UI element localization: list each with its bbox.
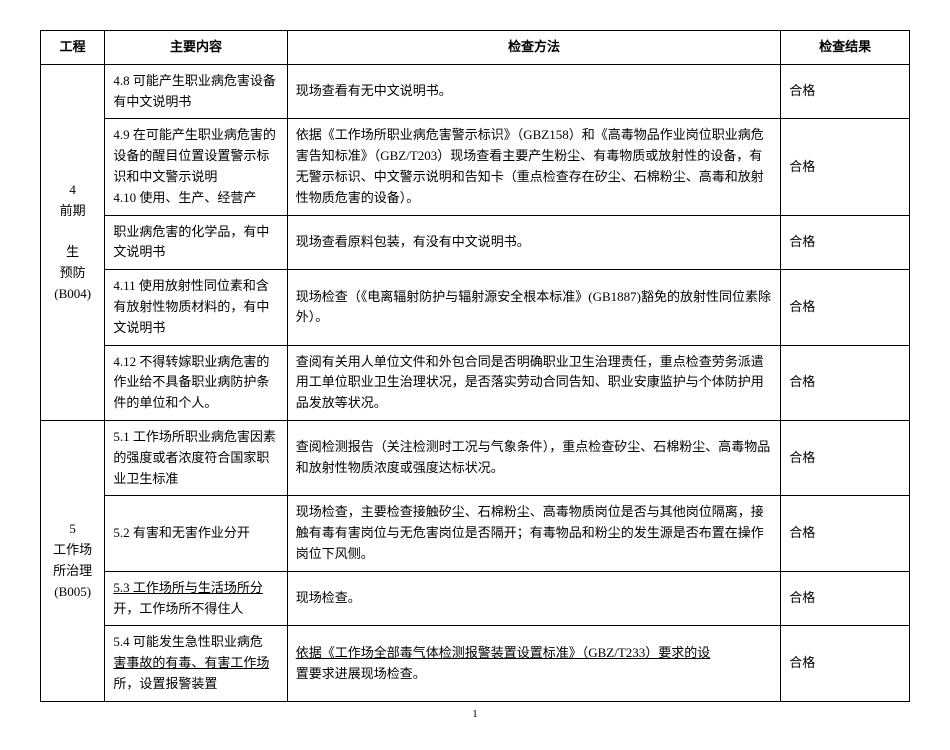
section-label-text: 预防 bbox=[60, 265, 86, 280]
method-cell: 依据《工作场全部毒气体检测报警装置设置标准》（GBZ/T233）要求的设 置要求… bbox=[287, 626, 781, 701]
result-cell: 合格 bbox=[781, 345, 910, 420]
content-text: 所，设置报警装置 bbox=[113, 676, 217, 691]
content-text: 开，工作场所不得住人 bbox=[113, 601, 243, 616]
method-cell: 查阅有关用人单位文件和外包合同是否明确职业卫生治理责任，重点检查劳务派遣用工单位… bbox=[287, 345, 781, 420]
table-row: 5.4 可能发生急性职业病危 害事故的有毒、有害工作场 所，设置报警装置 依据《… bbox=[41, 626, 910, 701]
table-row: 4.11 使用放射性同位素和含有放射性物质材料的，有中文说明书 现场检查（《电离… bbox=[41, 270, 910, 345]
result-cell: 合格 bbox=[781, 215, 910, 270]
result-cell: 合格 bbox=[781, 626, 910, 701]
method-cell: 依据《工作场所职业病危害警示标识》（GBZ158）和《高毒物品作业岗位职业病危害… bbox=[287, 119, 781, 215]
method-cell: 现场检查，主要检查接触矽尘、石棉粉尘、高毒物质岗位是否与其他岗位隔离，接触有毒有… bbox=[287, 496, 781, 571]
result-cell: 合格 bbox=[781, 270, 910, 345]
section-label-text: 所治理 bbox=[53, 563, 92, 578]
table-row: 职业病危害的化学品，有中文说明书 现场查看原料包装，有没有中文说明书。 合格 bbox=[41, 215, 910, 270]
table-row: 4.12 不得转嫁职业病危害的作业给不具备职业病防护条件的单位和个人。 查阅有关… bbox=[41, 345, 910, 420]
method-cell: 现场查看原料包装，有没有中文说明书。 bbox=[287, 215, 781, 270]
content-cell: 5.4 可能发生急性职业病危 害事故的有毒、有害工作场 所，设置报警装置 bbox=[105, 626, 287, 701]
content-cell: 4.11 使用放射性同位素和含有放射性物质材料的，有中文说明书 bbox=[105, 270, 287, 345]
content-cell: 5.1 工作场所职业病危害因素的强度或者浓度符合国家职业卫生标准 bbox=[105, 420, 287, 495]
content-text: 害事故的有毒、有害工作场 bbox=[113, 655, 269, 670]
method-cell: 现场检查。 bbox=[287, 571, 781, 626]
result-cell: 合格 bbox=[781, 571, 910, 626]
result-cell: 合格 bbox=[781, 420, 910, 495]
method-text: 置要求进展现场检查。 bbox=[296, 666, 426, 681]
table-row: 4 前期 生 预防 (B004) 4.8 可能产生职业病危害设备有中文说明书 现… bbox=[41, 64, 910, 119]
content-text: 5.4 可能发生急性职业病危 bbox=[113, 634, 263, 649]
table-row: 5.2 有害和无害作业分开 现场检查，主要检查接触矽尘、石棉粉尘、高毒物质岗位是… bbox=[41, 496, 910, 571]
table-row: 5.3 工作场所与生活场所分 开，工作场所不得住人 现场检查。 合格 bbox=[41, 571, 910, 626]
header-result: 检查结果 bbox=[781, 31, 910, 65]
section-label-text: 5 bbox=[69, 521, 76, 536]
content-cell: 4.9 在可能产生职业病危害的设备的醒目位置设置警示标识和中文警示说明 4.10… bbox=[105, 119, 287, 215]
method-cell: 查阅检测报告（关注检测时工况与气象条件），重点检查矽尘、石棉粉尘、高毒物品和放射… bbox=[287, 420, 781, 495]
result-cell: 合格 bbox=[781, 119, 910, 215]
content-cell: 4.8 可能产生职业病危害设备有中文说明书 bbox=[105, 64, 287, 119]
section-label-text: 4 bbox=[69, 182, 76, 197]
section-label-text: 生 bbox=[66, 244, 79, 259]
section-label-b004: 4 前期 生 预防 (B004) bbox=[41, 64, 105, 420]
table-row: 4.9 在可能产生职业病危害的设备的醒目位置设置警示标识和中文警示说明 4.10… bbox=[41, 119, 910, 215]
section-label-text: 前期 bbox=[60, 203, 86, 218]
page-number: 1 bbox=[40, 708, 910, 720]
table-row: 5 工作场 所治理 (B005) 5.1 工作场所职业病危害因素的强度或者浓度符… bbox=[41, 420, 910, 495]
inspection-table: 工程 主要内容 检查方法 检查结果 4 前期 生 预防 (B004) 4.8 可… bbox=[40, 30, 910, 702]
content-cell: 4.12 不得转嫁职业病危害的作业给不具备职业病防护条件的单位和个人。 bbox=[105, 345, 287, 420]
content-text: 5.3 工作场所与生活场所分 bbox=[113, 580, 263, 595]
header-project: 工程 bbox=[41, 31, 105, 65]
content-cell: 职业病危害的化学品，有中文说明书 bbox=[105, 215, 287, 270]
content-cell: 5.2 有害和无害作业分开 bbox=[105, 496, 287, 571]
method-cell: 现场检查（《电离辐射防护与辐射源安全根本标准》(GB1887)豁免的放射性同位素… bbox=[287, 270, 781, 345]
header-row: 工程 主要内容 检查方法 检查结果 bbox=[41, 31, 910, 65]
header-method: 检查方法 bbox=[287, 31, 781, 65]
section-label-text: 工作场 bbox=[53, 542, 92, 557]
header-content: 主要内容 bbox=[105, 31, 287, 65]
section-label-text: (B005) bbox=[54, 584, 91, 599]
method-text: 依据《工作场全部毒气体检测报警装置设置标准》（GBZ/T233）要求的设 bbox=[296, 645, 711, 660]
section-label-b005: 5 工作场 所治理 (B005) bbox=[41, 420, 105, 701]
result-cell: 合格 bbox=[781, 64, 910, 119]
result-cell: 合格 bbox=[781, 496, 910, 571]
method-cell: 现场查看有无中文说明书。 bbox=[287, 64, 781, 119]
section-label-text: (B004) bbox=[54, 286, 91, 301]
content-cell: 5.3 工作场所与生活场所分 开，工作场所不得住人 bbox=[105, 571, 287, 626]
